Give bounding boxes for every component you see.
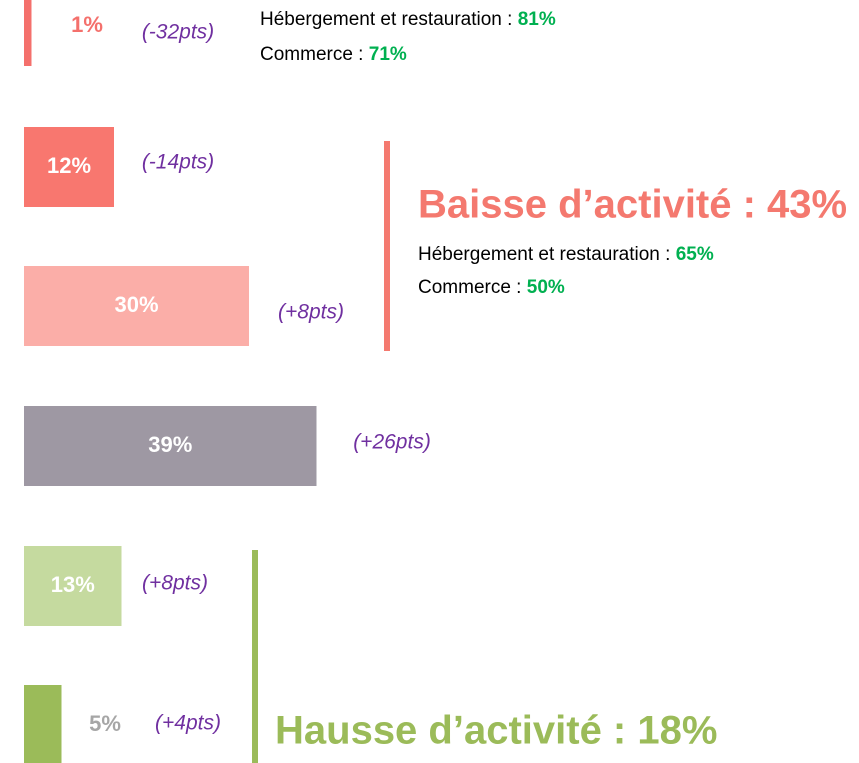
change-label: (-32pts) (142, 21, 214, 44)
bar (24, 406, 317, 486)
change-label: (+8pts) (142, 572, 208, 595)
value-label: 39% (148, 432, 192, 457)
bracket-line (252, 550, 258, 763)
annotation-value: 50% (527, 277, 565, 298)
annotation-line: Hébergement et restauration : 65% (418, 244, 714, 265)
bar (24, 0, 32, 66)
annotation-value: 65% (676, 244, 714, 265)
change-label: (+26pts) (353, 431, 431, 454)
annotation-label: Hébergement et restauration : (260, 9, 518, 30)
bracket-line (384, 141, 390, 351)
change-label: (+8pts) (278, 301, 344, 324)
annotation-value: 71% (369, 44, 407, 65)
annotation-value: 81% (518, 9, 556, 30)
annotation-line: Commerce : 71% (260, 44, 407, 65)
annotation-label: Hébergement et restauration : (418, 244, 676, 265)
annotation-title: Baisse d’activité : 43% (418, 183, 847, 227)
value-label: 1% (71, 12, 103, 37)
annotation-label: Commerce : (418, 277, 527, 298)
bar (24, 127, 114, 207)
bar (24, 685, 62, 763)
change-label: (-14pts) (142, 151, 214, 174)
value-label: 13% (51, 572, 95, 597)
annotation-line: Hébergement et restauration : 81% (260, 9, 556, 30)
value-label: 12% (47, 153, 91, 178)
annotation-label: Commerce : (260, 44, 369, 65)
value-label: 30% (114, 292, 158, 317)
value-label: 5% (89, 711, 121, 736)
annotation-line: Commerce : 50% (418, 277, 565, 298)
bar (24, 266, 249, 346)
annotation-title: Hausse d’activité : 18% (275, 709, 717, 753)
bar (24, 546, 122, 626)
change-label: (+4pts) (155, 712, 221, 735)
